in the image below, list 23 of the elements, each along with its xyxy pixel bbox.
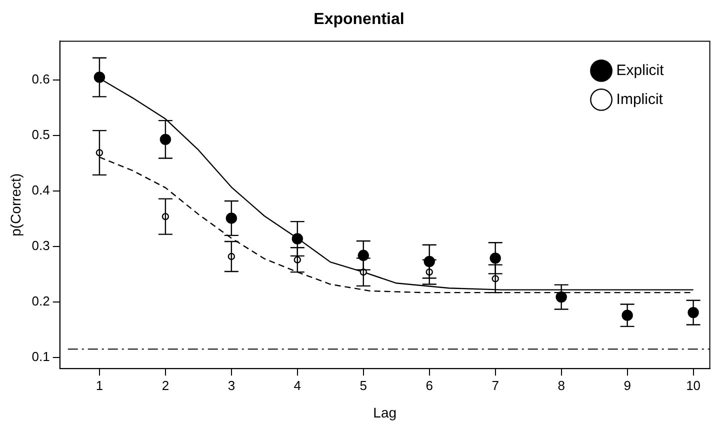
x-tick-label: 1 bbox=[96, 378, 104, 393]
x-tick-label: 7 bbox=[492, 378, 499, 393]
y-tick-label: 0.5 bbox=[32, 127, 50, 142]
chart-title: Exponential bbox=[314, 11, 404, 28]
y-tick-label: 0.2 bbox=[32, 294, 50, 309]
legend-label: Implicit bbox=[616, 90, 664, 108]
x-tick-label: 4 bbox=[294, 378, 302, 393]
x-axis-title: Lag bbox=[373, 404, 397, 420]
y-tick-label: 0.3 bbox=[32, 238, 50, 254]
x-tick-label: 3 bbox=[228, 378, 236, 393]
x-tick-label: 10 bbox=[686, 378, 701, 393]
y-axis-title: p(Correct) bbox=[7, 173, 24, 236]
legend-label: Explicit bbox=[616, 62, 665, 79]
x-tick-label: 2 bbox=[162, 378, 170, 393]
point bbox=[226, 212, 238, 224]
y-tick-label: 0.1 bbox=[32, 349, 50, 364]
y-tick-label: 0.6 bbox=[32, 72, 50, 87]
point bbox=[94, 72, 106, 83]
x-tick-label: 9 bbox=[624, 378, 631, 393]
x-tick-label: 5 bbox=[360, 378, 368, 393]
x-tick-label: 6 bbox=[426, 378, 433, 393]
y-tick-label: 0.4 bbox=[32, 182, 50, 198]
x-tick-label: 8 bbox=[558, 378, 565, 393]
